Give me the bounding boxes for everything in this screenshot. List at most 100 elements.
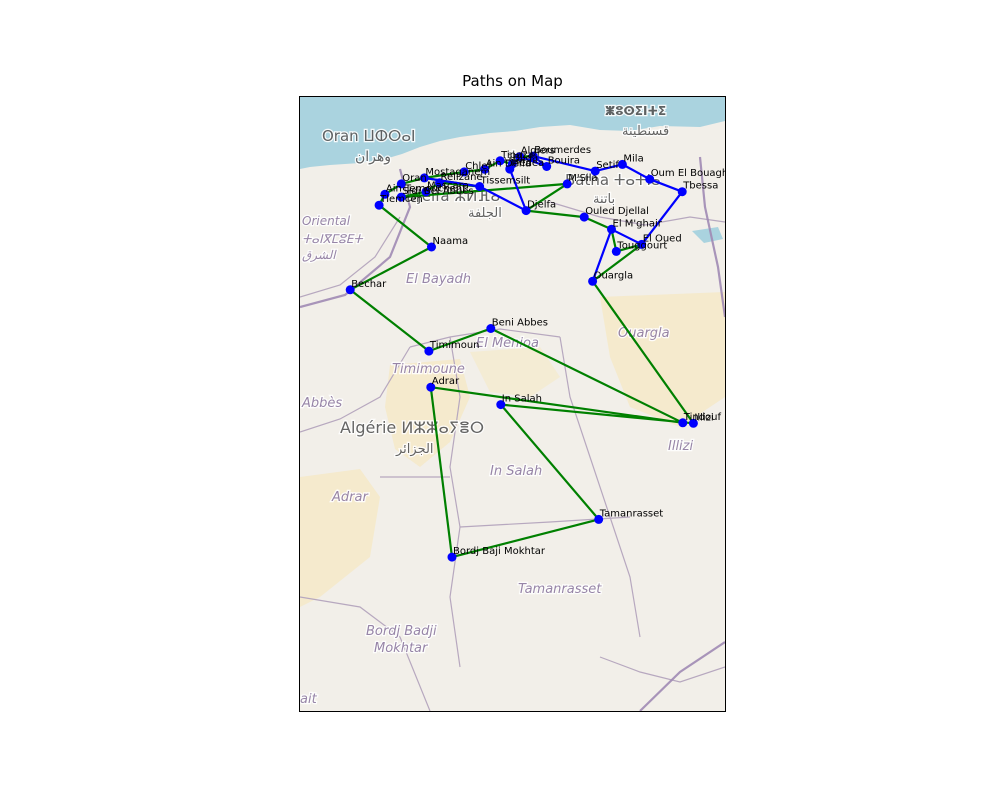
map-label-16: Abbès	[301, 396, 342, 411]
label-algiers: Algiers	[521, 146, 555, 157]
map-label-21: In Salah	[490, 464, 542, 479]
marker-mila[interactable]	[617, 159, 627, 169]
marker-tamanrasset[interactable]	[594, 514, 604, 524]
label-tamanrasset: Tamanrasset	[599, 508, 664, 519]
admin-borders	[300, 201, 725, 711]
label-ouled-djellal: Ouled Djellal	[585, 206, 649, 217]
marker-chlef[interactable]	[459, 167, 469, 177]
label-illizi: Illizi	[694, 412, 713, 423]
map-label-19: Illizi	[668, 439, 693, 454]
marker-algiers[interactable]	[515, 152, 525, 162]
label-beni-abbes: Beni Abbes	[492, 318, 548, 329]
desert-patch-west	[385, 359, 470, 467]
marker-beni-abbes[interactable]	[486, 324, 496, 333]
map-label-20: Adrar	[331, 490, 369, 505]
marker-tipaza[interactable]	[495, 156, 505, 166]
desert-patch-east	[600, 292, 725, 427]
map-label-1: وهران	[355, 149, 391, 165]
map-label-0: Oran ⵡⵀⵔⴰⵏ	[322, 127, 415, 145]
marker-djelfa[interactable]	[521, 206, 531, 216]
marker-boumerdes[interactable]	[528, 151, 538, 161]
marker-touggourt[interactable]	[611, 246, 621, 256]
label-djelfa: Djelfa	[527, 200, 556, 211]
marker-illizi[interactable]	[688, 418, 698, 428]
label-mascara: Mascara	[427, 181, 469, 192]
map-label-6: باتنة	[593, 192, 615, 207]
map-label-2: ⵥⵓⵙⵉⵏⵜⵉ	[605, 104, 666, 118]
marker-ain-defla[interactable]	[480, 164, 490, 174]
marker-ouargla[interactable]	[588, 276, 598, 286]
marker-bouira[interactable]	[542, 162, 552, 171]
label-bechar: Bechar	[351, 279, 387, 290]
map-label-11: الشرق	[302, 248, 337, 262]
label-blida: Blida	[513, 153, 538, 164]
map-label-18: الجزائر	[395, 442, 434, 457]
label-in-salah: In Salah	[502, 394, 542, 405]
map-label-23: Bordj Badji	[366, 624, 437, 639]
label-mila: Mila	[623, 153, 643, 164]
marker-mostaganem[interactable]	[419, 173, 429, 183]
marker-sidi-bel-abbes[interactable]	[396, 192, 406, 202]
label-tlemcen: Tlemcen	[379, 194, 423, 205]
label-bordj-baji-mokhtar: Bordj Baji Mokhtar	[453, 546, 546, 557]
marker-oran[interactable]	[396, 179, 406, 189]
marker-tindouf[interactable]	[678, 418, 688, 428]
label-setif: Setif	[596, 160, 619, 171]
desert-patch-central	[470, 347, 560, 397]
marker-m-sila[interactable]	[562, 179, 572, 189]
label-boumerdes: Boumerdes	[534, 145, 591, 156]
label-ain-defla: Ain Defla	[486, 158, 531, 169]
marker-medea[interactable]	[505, 164, 515, 174]
map-label-15: Ouargla	[618, 326, 670, 341]
label-ain-temouchent: Ain Temouchent	[386, 183, 466, 194]
map-label-14: Timimoune	[392, 362, 465, 377]
marker-relizane[interactable]	[435, 178, 444, 188]
map-label-13: El Menioa	[476, 336, 539, 351]
marker-mascara[interactable]	[421, 187, 431, 197]
basemap	[300, 97, 725, 711]
map-label-24: Mokhtar	[374, 641, 429, 656]
map-label-25: ait	[300, 692, 318, 707]
map-label-9: Oriental	[302, 214, 351, 228]
map-canvas[interactable]: Oran ⵡⵀⵔⴰⵏ وهران ⵥⵓⵙⵉⵏⵜⵉ قسنطينة الجزائر Batn…	[300, 97, 725, 711]
marker-bordj-baji-mokhtar[interactable]	[447, 552, 457, 562]
label-medea: Medea	[511, 158, 544, 169]
label-relizane: Relizane	[441, 172, 483, 183]
map-label-17: Algérie ⵍⵣⵣⴰⵢⴻⵔ	[340, 418, 484, 437]
label-m-sila: M'Sila	[568, 173, 597, 184]
marker-ouled-djellal[interactable]	[579, 212, 589, 222]
label-naama: Naama	[433, 236, 469, 247]
map-frame[interactable]: Oran ⵡⵀⵔⴰⵏ وهران ⵥⵓⵙⵉⵏⵜⵉ قسنطينة الجزائر Batn…	[299, 96, 726, 712]
marker-in-salah[interactable]	[496, 400, 506, 410]
marker-timimoun[interactable]	[424, 346, 434, 356]
desert-patch-south-west	[300, 469, 380, 607]
marker-tbessa[interactable]	[677, 187, 687, 197]
marker-bechar[interactable]	[345, 285, 355, 295]
map-label-10: ⵜⴰⵏⴳⵎⵓⴹⵜ	[302, 232, 363, 246]
map-label-5: Batna ⵜⴰⵜⵏⴰ	[565, 171, 661, 189]
label-timimoun: Timimoun	[429, 340, 480, 351]
green-path-0	[349, 155, 695, 559]
label-oran: Oran	[402, 173, 426, 184]
marker-setif[interactable]	[590, 166, 600, 176]
marker-tlemcen[interactable]	[374, 200, 384, 210]
mediterranean-sea	[300, 97, 725, 169]
marker-adrar[interactable]	[426, 382, 436, 392]
label-ouargla: Ouargla	[594, 270, 634, 281]
marker-tissemsilt[interactable]	[475, 182, 485, 191]
marker-ain-temouchent[interactable]	[380, 189, 390, 199]
map-label-8: الجلفة	[468, 206, 502, 221]
label-el-oued: El Oued	[643, 233, 682, 244]
marker-naama[interactable]	[427, 242, 436, 252]
map-label-12: El Bayadh	[406, 272, 471, 287]
marker-oum-el-bouaghi[interactable]	[645, 174, 655, 184]
label-oum-el-bouaghi: Oum El Bouaghi	[651, 168, 725, 179]
map-label-3: قسنطينة	[622, 124, 669, 139]
marker-el-oued[interactable]	[637, 239, 647, 249]
label-mostaganem: Mostaganem	[425, 167, 490, 178]
blue-path-1	[424, 154, 684, 282]
marker-el-m-ghair[interactable]	[607, 224, 616, 234]
label-el-m-ghair: El M'ghair	[613, 218, 663, 229]
label-bouira: Bouira	[548, 156, 580, 167]
